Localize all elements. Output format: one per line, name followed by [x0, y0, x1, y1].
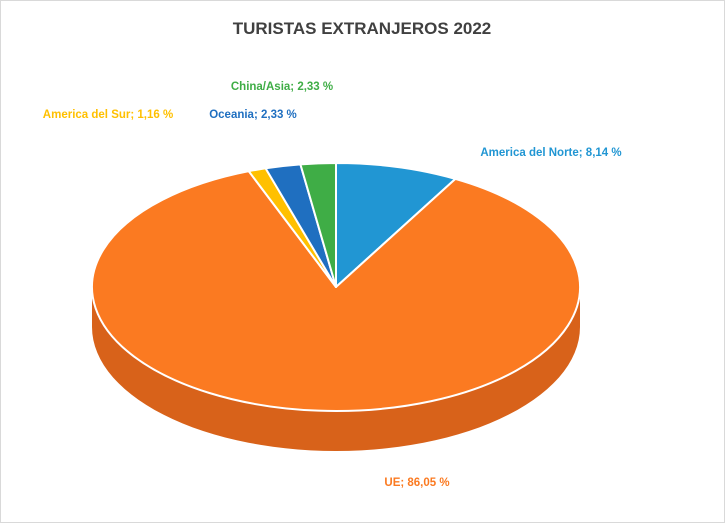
pie-slice-america-del-norte [335, 162, 457, 288]
pie-slices [91, 162, 582, 412]
data-label-ue: UE; 86,05 % [384, 477, 449, 489]
pie-sides [92, 287, 580, 451]
data-label-china-asia: China/Asia; 2,33 % [231, 81, 333, 93]
pie-labels: America del Norte; 8,14 % UE; 86,05 % Amer… [43, 81, 622, 489]
data-label-america-del-norte: America del Norte; 8,14 % [480, 147, 621, 159]
data-label-oceania: Oceania; 2,33 % [209, 109, 297, 121]
chart-title: TURISTAS EXTRANJEROS 2022 [233, 19, 492, 38]
data-label-america-del-sur: America del Sur; 1,16 % [43, 109, 173, 121]
pie-slice-ue [91, 170, 582, 412]
pie-slice-china-asia [299, 162, 337, 288]
pie-side-ue [92, 287, 580, 451]
